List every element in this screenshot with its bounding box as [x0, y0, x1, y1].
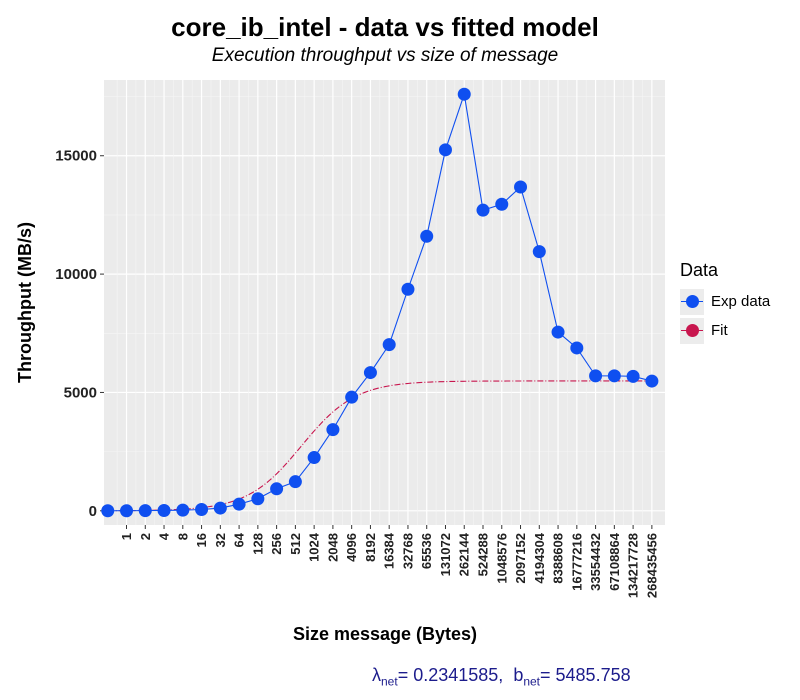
lambda-subscript: net — [381, 674, 398, 689]
b-subscript: net — [523, 674, 541, 689]
legend-key-exp-data — [680, 288, 704, 315]
exp-data-point — [401, 282, 415, 296]
exp-data-point — [345, 390, 359, 404]
x-tick-label: 16 — [194, 533, 209, 547]
b-value: = 5485.758 — [540, 665, 631, 685]
legend-item-fit: Fit — [680, 316, 770, 345]
exp-data-point — [476, 203, 490, 217]
x-tick-label: 268435456 — [644, 533, 659, 598]
exp-data-point — [288, 475, 302, 489]
y-tick-label: 10000 — [55, 266, 97, 283]
x-tick-label: 8388608 — [551, 533, 566, 584]
exp-data-point — [532, 245, 546, 259]
x-tick-label: 1 — [119, 533, 134, 540]
exp-data-point — [195, 502, 209, 516]
x-tick-label: 64 — [232, 532, 247, 547]
exp-data-point — [626, 369, 640, 383]
exp-data-point — [251, 492, 265, 506]
exp-data-point — [645, 374, 659, 388]
x-tick-label: 1048576 — [494, 533, 509, 584]
exp-data-point — [101, 504, 115, 518]
x-tick-label: 65536 — [419, 533, 434, 569]
plot-panel — [104, 80, 665, 525]
exp-data-point — [607, 369, 621, 383]
y-axis-title-wrap: Throughput (MB/s) — [5, 80, 45, 525]
x-tick-label: 524288 — [476, 533, 491, 576]
x-tick-label: 8192 — [363, 533, 378, 562]
x-tick-label: 16777216 — [569, 533, 584, 591]
x-tick-label: 33554432 — [588, 533, 603, 591]
exp-data-point — [326, 423, 340, 437]
exp-data-point — [438, 143, 452, 157]
exp-data-point — [420, 229, 434, 243]
x-tick-label: 256 — [269, 533, 284, 555]
chart-subtitle: Execution throughput vs size of message — [211, 45, 559, 66]
x-tick-label: 8 — [175, 533, 190, 540]
legend-label-fit: Fit — [711, 322, 728, 339]
y-tick-label: 15000 — [55, 148, 97, 165]
lambda-symbol: λ — [372, 665, 381, 685]
legend: Data Exp data Fit — [680, 260, 770, 345]
x-tick-label: 131072 — [438, 533, 453, 576]
exp-data-point — [382, 338, 396, 352]
exp-data-point — [457, 87, 471, 101]
exp-data-point — [176, 503, 190, 517]
x-axis-title: Size message (Bytes) — [292, 624, 478, 644]
chart-title: core_ib_intel - data vs fitted model — [171, 12, 599, 42]
x-tick-label: 512 — [288, 533, 303, 555]
x-tick-label: 2 — [138, 533, 153, 540]
exp-data-point — [120, 504, 134, 518]
x-tick-label: 67108864 — [607, 532, 622, 591]
x-tick-label: 4194304 — [532, 532, 547, 583]
legend-label-exp-data: Exp data — [711, 293, 771, 310]
x-tick-label: 32 — [213, 533, 228, 547]
x-tick-label: 2097152 — [513, 533, 528, 584]
x-tick-label: 4 — [157, 532, 172, 540]
x-tick-label: 32768 — [400, 533, 415, 569]
x-tick-label: 2048 — [325, 533, 340, 562]
exp-data-point — [138, 504, 152, 518]
exp-data-point — [213, 501, 227, 515]
fit-parameters: λnet= 0.2341585, bnet= 5485.758 — [372, 665, 631, 689]
x-tick-label: 134217728 — [626, 533, 641, 598]
exp-data-point — [495, 197, 509, 211]
x-tick-label: 128 — [250, 533, 265, 555]
b-symbol: b — [513, 665, 524, 685]
x-tick-label: 262144 — [457, 532, 472, 576]
exp-data-point — [363, 366, 377, 380]
y-tick-label: 0 — [89, 503, 97, 520]
exp-data-point — [307, 451, 321, 465]
exp-data-point — [232, 497, 246, 511]
legend-title: Data — [680, 260, 719, 280]
exp-data-point — [589, 369, 603, 383]
exp-data-point — [570, 341, 584, 355]
x-tick-label: 16384 — [382, 532, 397, 569]
y-axis-title: Throughput (MB/s) — [14, 222, 35, 383]
x-tick-label: 1024 — [307, 532, 322, 562]
lambda-value: = 0.2341585, — [397, 665, 504, 685]
exp-data-point — [551, 325, 565, 339]
legend-key-fit — [680, 317, 704, 344]
exp-data-point — [270, 482, 284, 496]
legend-item-exp-data: Exp data — [680, 287, 770, 316]
x-tick-label: 4096 — [344, 533, 359, 562]
exp-data-point — [157, 503, 171, 517]
exp-data-point — [514, 180, 528, 194]
y-tick-label: 5000 — [64, 384, 97, 401]
